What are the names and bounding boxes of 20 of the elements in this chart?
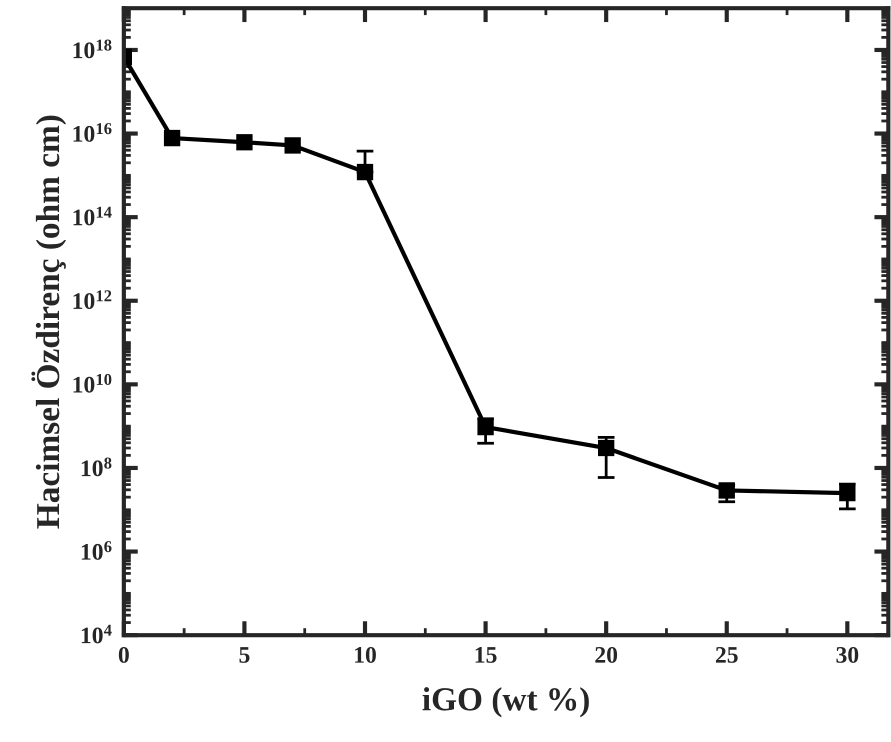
y-tick-label: 10$^{8}$ xyxy=(82,457,112,476)
x-tick-label: 5 xyxy=(239,647,250,663)
point xyxy=(236,134,253,150)
x-tick-label: 20 xyxy=(595,646,618,663)
y-tick-label: 10$^{4}$ xyxy=(82,624,112,644)
x-tick-label: 25 xyxy=(716,647,738,663)
y-tick-label: 10$^{10}$ xyxy=(74,374,112,393)
y-tick-label: 10$^{12}$ xyxy=(74,290,112,310)
x-axis-title: iGO (wt %) xyxy=(422,687,589,718)
point xyxy=(284,137,301,154)
x-tick-label: 10 xyxy=(355,646,376,663)
y-tick-label: 10$^{6}$ xyxy=(82,541,112,560)
y-axis-title: Hacimsel Özdirenç (ohm cm) xyxy=(31,116,66,529)
point xyxy=(164,130,180,146)
y-tick-label: 10$^{16}$ xyxy=(74,123,112,142)
y-tick-label: 10$^{18}$ xyxy=(74,40,112,58)
x-tick-label: 30 xyxy=(836,646,858,663)
x-tick-label: 0 xyxy=(118,646,129,663)
x-tick-label: 15 xyxy=(476,647,497,663)
y-tick-label: 10$^{14}$ xyxy=(74,206,112,226)
